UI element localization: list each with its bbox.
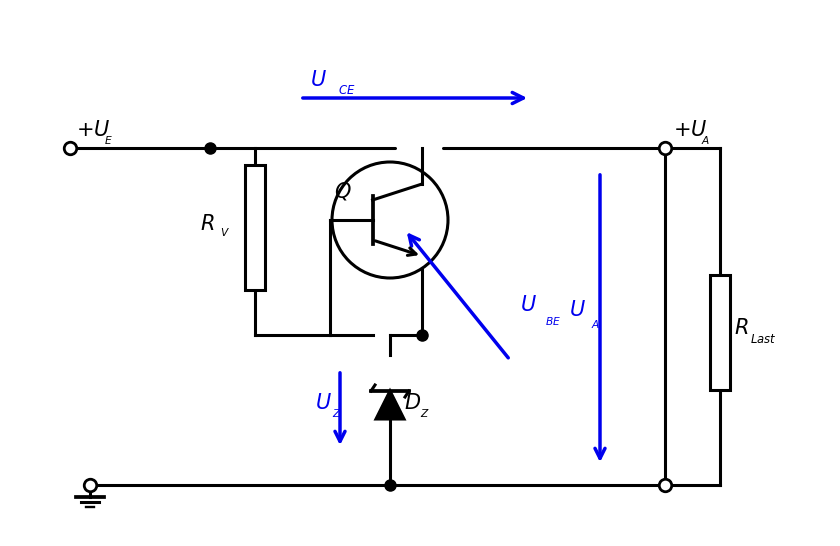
Text: $Q$: $Q$ xyxy=(334,180,352,202)
Bar xyxy=(710,275,730,390)
Text: $_E$: $_E$ xyxy=(104,132,113,147)
Text: $U$: $U$ xyxy=(570,300,586,321)
Text: $_{BE}$: $_{BE}$ xyxy=(545,312,561,328)
Text: $_A$: $_A$ xyxy=(591,316,600,331)
Text: $R$: $R$ xyxy=(734,318,748,339)
Text: $_V$: $_V$ xyxy=(220,224,230,239)
Text: $R$: $R$ xyxy=(200,213,214,234)
Text: $U$: $U$ xyxy=(315,393,332,413)
Text: $_{Last}$: $_{Last}$ xyxy=(750,329,777,347)
Text: $_Z$: $_Z$ xyxy=(333,406,342,420)
Bar xyxy=(245,165,265,290)
Text: $D$: $D$ xyxy=(404,393,421,413)
Text: $+U$: $+U$ xyxy=(673,120,707,140)
Text: $_A$: $_A$ xyxy=(701,132,710,147)
Text: $+U$: $+U$ xyxy=(76,120,110,140)
Circle shape xyxy=(332,162,448,278)
Text: $_{CE}$: $_{CE}$ xyxy=(338,79,355,97)
Text: $U$: $U$ xyxy=(310,70,327,90)
Polygon shape xyxy=(376,391,404,419)
Text: $_Z$: $_Z$ xyxy=(420,406,430,420)
Text: $U$: $U$ xyxy=(520,295,537,315)
